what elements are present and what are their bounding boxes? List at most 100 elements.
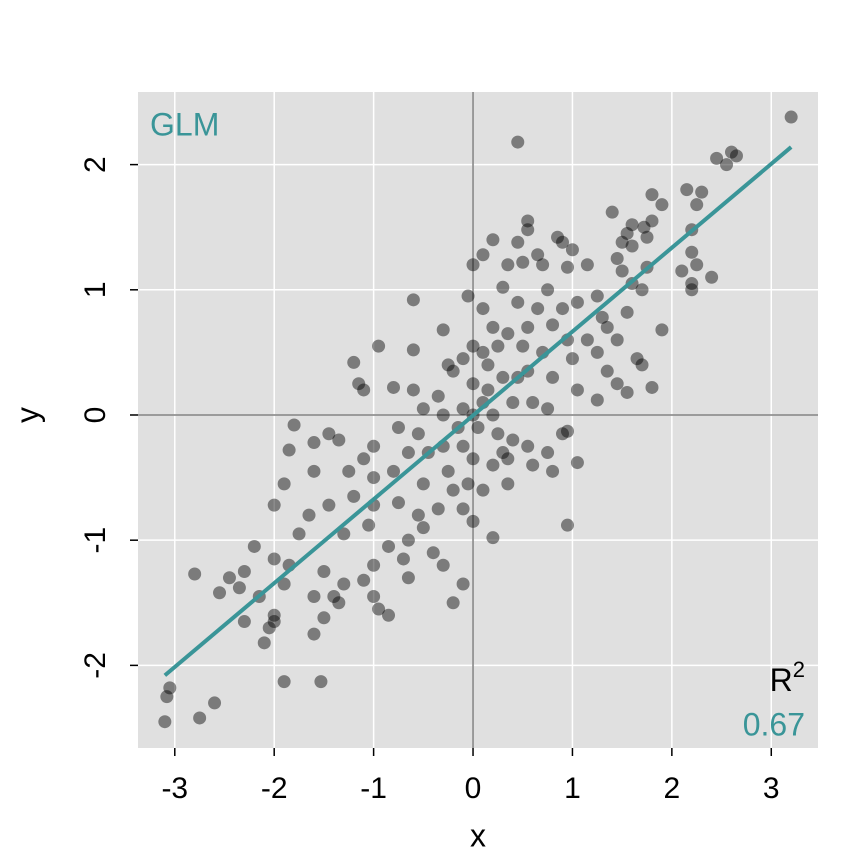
point	[590, 345, 604, 359]
point	[610, 252, 624, 266]
point	[476, 483, 490, 497]
plot-layer: -3 -2 -1 0 1 2 3 -2 -1 0 1 2	[79, 92, 818, 805]
point	[357, 573, 371, 587]
point	[546, 464, 560, 478]
point	[637, 220, 651, 234]
point	[386, 380, 400, 394]
point	[277, 577, 291, 591]
point	[237, 615, 251, 629]
point	[401, 571, 415, 585]
point	[725, 145, 739, 159]
point	[511, 295, 525, 309]
point	[446, 596, 460, 610]
point	[511, 135, 525, 149]
point	[620, 305, 634, 319]
point	[600, 364, 614, 378]
point	[486, 408, 500, 422]
point	[685, 245, 699, 259]
point	[610, 377, 624, 391]
point	[560, 424, 574, 438]
point	[635, 283, 649, 297]
point	[367, 439, 381, 453]
point	[416, 521, 430, 535]
point	[615, 264, 629, 278]
point	[406, 383, 420, 397]
x-axis-label: x	[470, 817, 486, 853]
point	[511, 235, 525, 249]
point	[456, 439, 470, 453]
point	[391, 421, 405, 435]
point	[680, 183, 694, 197]
point	[456, 502, 470, 516]
point	[327, 590, 341, 604]
point	[501, 477, 515, 491]
point	[461, 477, 475, 491]
point	[267, 498, 281, 512]
point	[441, 358, 455, 372]
point	[337, 527, 351, 541]
y-axis-label: y	[9, 407, 45, 423]
point	[496, 446, 510, 460]
point	[277, 477, 291, 491]
point	[466, 452, 480, 466]
point	[401, 446, 415, 460]
point	[645, 214, 659, 228]
point	[466, 258, 480, 272]
x-tick-label: 2	[664, 772, 681, 805]
plot-panel	[138, 92, 818, 748]
point	[560, 260, 574, 274]
r2-text: R	[770, 662, 793, 698]
point	[307, 627, 321, 641]
point	[287, 418, 301, 432]
point	[367, 558, 381, 572]
fit-line	[163, 145, 793, 677]
point	[262, 621, 276, 635]
point	[292, 527, 306, 541]
x-tick-label: 0	[465, 772, 482, 805]
point	[630, 352, 644, 366]
point	[620, 226, 634, 240]
point	[337, 577, 351, 591]
point	[466, 514, 480, 528]
point	[729, 149, 743, 163]
point	[481, 383, 495, 397]
point	[307, 464, 321, 478]
point	[456, 402, 470, 416]
point	[441, 464, 455, 478]
point	[302, 508, 316, 522]
point	[416, 477, 430, 491]
point	[620, 385, 634, 399]
point	[188, 567, 202, 581]
point	[163, 681, 177, 695]
point	[541, 283, 555, 297]
point	[491, 339, 505, 353]
point	[531, 302, 545, 316]
point	[570, 295, 584, 309]
point	[436, 408, 450, 422]
point	[237, 564, 251, 578]
point	[690, 258, 704, 272]
point	[267, 615, 281, 629]
point	[635, 358, 649, 372]
point	[521, 320, 535, 334]
x-tick-label: -2	[261, 772, 288, 805]
point	[565, 243, 579, 257]
point	[232, 581, 246, 595]
point	[282, 443, 296, 457]
point	[685, 283, 699, 297]
point	[367, 471, 381, 485]
point	[411, 427, 425, 441]
point	[267, 552, 281, 566]
point	[556, 427, 570, 441]
point	[332, 433, 346, 447]
point	[516, 339, 530, 353]
point	[367, 590, 381, 604]
point	[332, 596, 346, 610]
point	[160, 690, 174, 704]
point	[551, 230, 565, 244]
point	[655, 323, 669, 337]
point	[640, 230, 654, 244]
point	[655, 198, 669, 212]
y-tick-label: 1	[79, 281, 112, 298]
